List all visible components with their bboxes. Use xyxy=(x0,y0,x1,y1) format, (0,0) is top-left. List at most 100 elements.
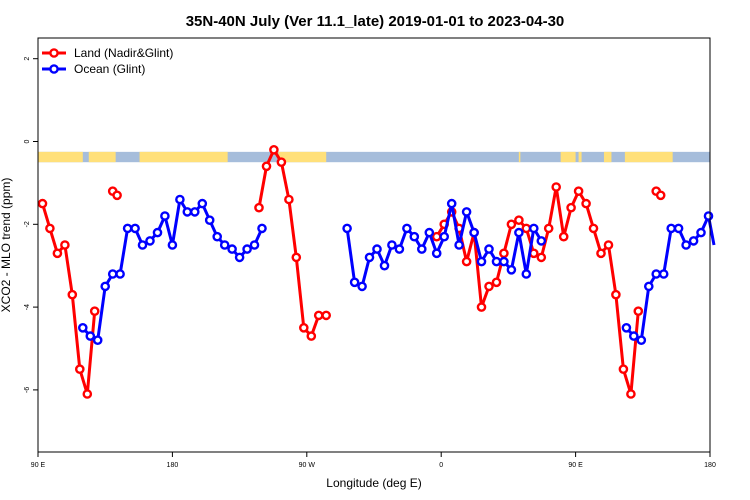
series-0-point xyxy=(536,252,547,263)
series-1-point xyxy=(107,269,118,279)
series-1-point xyxy=(536,236,547,246)
series-1-line-0 xyxy=(81,198,264,342)
series-0-point xyxy=(551,182,562,192)
series-1-point xyxy=(204,215,215,225)
series-1-point xyxy=(78,322,88,333)
series-1-point xyxy=(476,256,487,267)
series-0-point xyxy=(476,302,487,312)
strip-land-2 xyxy=(139,151,228,163)
series-0-point xyxy=(82,389,93,399)
series-0-point xyxy=(269,144,279,155)
series-0-point xyxy=(618,364,629,375)
series-1-point xyxy=(182,207,193,217)
series-1-point xyxy=(175,194,185,205)
series-1-point xyxy=(137,240,148,250)
series-1-point xyxy=(484,244,494,254)
series-0-point xyxy=(573,186,584,196)
series-1-point xyxy=(379,260,390,271)
series-0-point xyxy=(581,198,591,209)
series-1-point xyxy=(651,269,662,279)
series-0-point xyxy=(484,281,494,292)
series-1-point xyxy=(703,211,714,221)
series-1-point xyxy=(644,281,654,292)
x-axis-label: Longitude (deg E) xyxy=(326,476,421,490)
strip-land-5 xyxy=(560,151,576,163)
series-1-point xyxy=(402,223,412,234)
series-0-point xyxy=(291,252,302,263)
series-1-point xyxy=(387,240,397,250)
legend-marker xyxy=(49,48,59,58)
x-tick-label: 90 E xyxy=(31,462,46,469)
series-1-point xyxy=(227,244,237,254)
series-0-point xyxy=(626,389,636,399)
series-1-point xyxy=(364,252,375,263)
series-1-point xyxy=(160,211,170,221)
series-0-point xyxy=(298,322,309,333)
series-0-point xyxy=(491,277,502,288)
series-0-point xyxy=(506,219,517,230)
series-1-point xyxy=(122,223,133,234)
series-0-point xyxy=(514,215,524,225)
plot-frame xyxy=(37,37,711,453)
strip-land-1 xyxy=(88,151,116,163)
series-0-point xyxy=(52,248,63,259)
y-tick-label: -6 xyxy=(24,387,31,393)
series-1-point xyxy=(666,223,677,234)
series-1-point xyxy=(92,335,103,346)
series-1-point xyxy=(491,256,502,267)
series-1-point xyxy=(257,223,267,234)
series-0-point xyxy=(284,194,294,205)
series-0-point xyxy=(431,231,442,242)
series-1-point xyxy=(394,244,405,254)
series-0-point xyxy=(321,310,332,321)
legend-label: Ocean (Glint) xyxy=(74,62,145,76)
series-0-point xyxy=(306,331,317,341)
series-1-point xyxy=(681,240,691,250)
series-1-point xyxy=(439,231,450,242)
series-0-point xyxy=(60,240,70,250)
x-tick-label: 90 W xyxy=(299,462,316,469)
series-1-point xyxy=(454,240,464,250)
series-1-point xyxy=(189,207,200,217)
series-1-point xyxy=(219,240,230,250)
series-1-point xyxy=(506,264,517,275)
series-1-point xyxy=(521,269,532,279)
y-tick-label: 0 xyxy=(24,139,31,143)
series-layer xyxy=(37,144,716,399)
y-tick-label: -4 xyxy=(24,304,31,310)
legend-label: Land (Nadir&Glint) xyxy=(74,46,173,60)
chart-title: 35N-40N July (Ver 11.1_late) 2019-01-01 … xyxy=(186,13,565,30)
series-1-point xyxy=(529,223,539,234)
x-tick-label: 180 xyxy=(704,462,716,469)
series-1-point xyxy=(85,331,96,341)
x-axis: 90 E 180 90 W 0 90 E 180 xyxy=(31,452,716,469)
series-0-point xyxy=(67,289,78,300)
strip-land-8 xyxy=(624,151,673,163)
x-tick-label: 90 E xyxy=(568,462,583,469)
series-0-point xyxy=(75,364,85,375)
y-tick-label: 2 xyxy=(24,57,31,61)
strip-land-0 xyxy=(38,151,83,163)
series-1-point xyxy=(145,236,155,246)
series-1-point xyxy=(100,281,110,292)
series-0-point xyxy=(655,190,666,201)
strip-ocean xyxy=(38,151,710,163)
legend: Land (Nadir&Glint) Ocean (Glint) xyxy=(42,46,173,76)
series-1-point xyxy=(514,227,524,238)
series-1-point xyxy=(242,244,252,254)
series-1-point xyxy=(658,269,669,279)
series-1-point xyxy=(212,231,222,242)
series-0-point xyxy=(461,256,472,267)
series-0-point xyxy=(633,306,644,317)
strip-land-4 xyxy=(518,151,521,163)
series-1-point xyxy=(424,227,435,238)
series-1-point xyxy=(115,269,125,279)
series-0-point xyxy=(499,248,509,259)
series-1-point xyxy=(249,240,260,250)
series-0-line-3 xyxy=(435,185,640,396)
series-1-point xyxy=(621,322,632,333)
y-axis: 2 0 -2 -4 -6 xyxy=(24,57,38,393)
series-0-point xyxy=(558,231,569,242)
series-1-point xyxy=(446,198,457,209)
series-1-point xyxy=(152,227,163,238)
